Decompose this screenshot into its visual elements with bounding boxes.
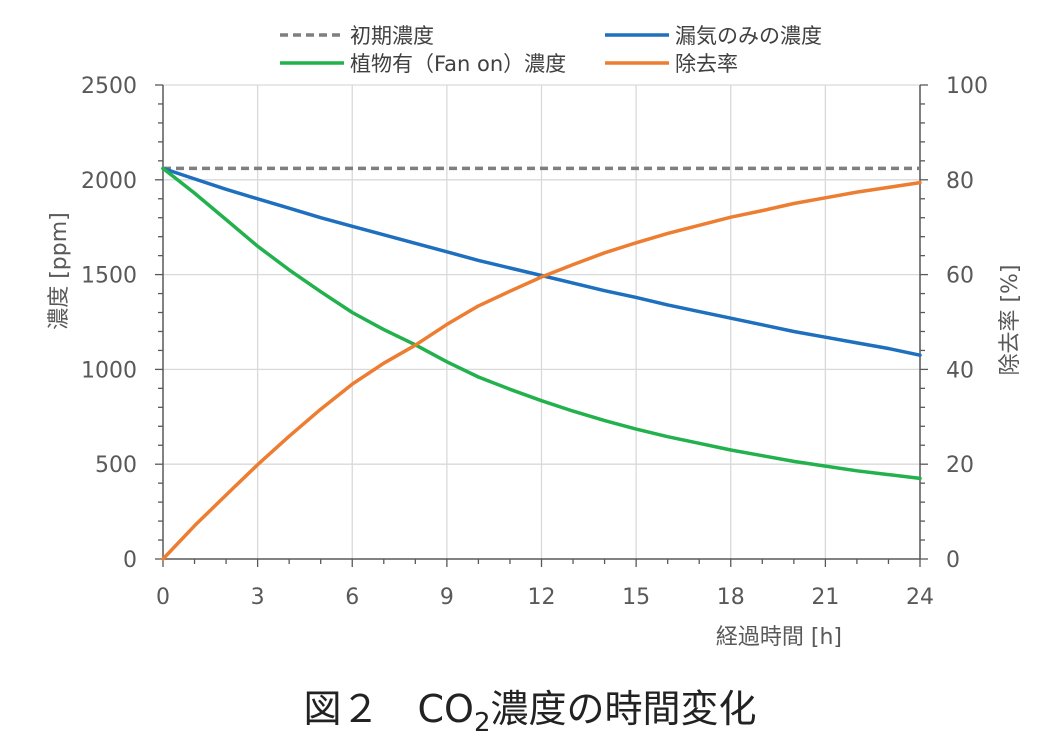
y-left-tick-label-1000: 1000 <box>81 358 137 383</box>
gridlines <box>163 84 921 559</box>
y-left-tick-label-2000: 2000 <box>81 169 137 194</box>
x-tick-label-3: 3 <box>251 585 265 610</box>
x-tick-label-12: 12 <box>528 585 556 610</box>
legend-label-3: 除去率 <box>675 52 738 76</box>
legend-label-1: 漏気のみの濃度 <box>675 24 822 48</box>
y-right-tick-label-20: 20 <box>946 453 974 478</box>
y-left-axis-title: 濃度 [ppm] <box>47 212 72 330</box>
x-tick-label-9: 9 <box>440 585 454 610</box>
y-right-tick-label-40: 40 <box>946 358 974 383</box>
y-left-tick-label-0: 0 <box>123 548 137 573</box>
series-line-3 <box>161 180 922 561</box>
tick-marks <box>155 84 928 567</box>
x-tick-label-0: 0 <box>156 585 170 610</box>
y-right-tick-label-0: 0 <box>946 548 960 573</box>
y-right-axis-title: 除去率 [%] <box>998 264 1023 375</box>
x-tick-label-15: 15 <box>622 585 650 610</box>
x-axis-title: 経過時間 [h] <box>716 625 842 650</box>
y-left-tick-labels: 0 500 1000 1500 2000 2500 <box>81 74 137 573</box>
x-tick-label-21: 21 <box>811 585 839 610</box>
y-right-tick-labels: 0 20 40 60 80 100 <box>946 74 988 573</box>
y-right-tick-label-60: 60 <box>946 264 974 289</box>
x-tick-labels: 0 3 6 9 12 15 18 21 24 <box>156 585 934 610</box>
y-right-tick-label-100: 100 <box>946 74 988 99</box>
y-left-tick-label-1500: 1500 <box>81 264 137 289</box>
caption-suffix: 濃度の時間変化 <box>490 687 756 731</box>
y-right-tick-label-80: 80 <box>946 169 974 194</box>
legend-label-2: 植物有（Fan on）濃度 <box>350 52 566 76</box>
series-line-2 <box>161 166 922 481</box>
x-tick-label-18: 18 <box>717 585 745 610</box>
series-layer <box>161 166 922 561</box>
y-left-tick-label-500: 500 <box>95 453 137 478</box>
y-left-tick-label-2500: 2500 <box>81 74 137 99</box>
caption-prefix: 図２ CO <box>303 687 473 731</box>
legend-label-0: 初期濃度 <box>350 24 434 48</box>
x-tick-label-6: 6 <box>345 585 359 610</box>
x-tick-label-24: 24 <box>906 585 934 610</box>
figure-caption: 図２ CO2濃度の時間変化 <box>303 687 756 738</box>
caption-subscript: 2 <box>474 708 491 738</box>
